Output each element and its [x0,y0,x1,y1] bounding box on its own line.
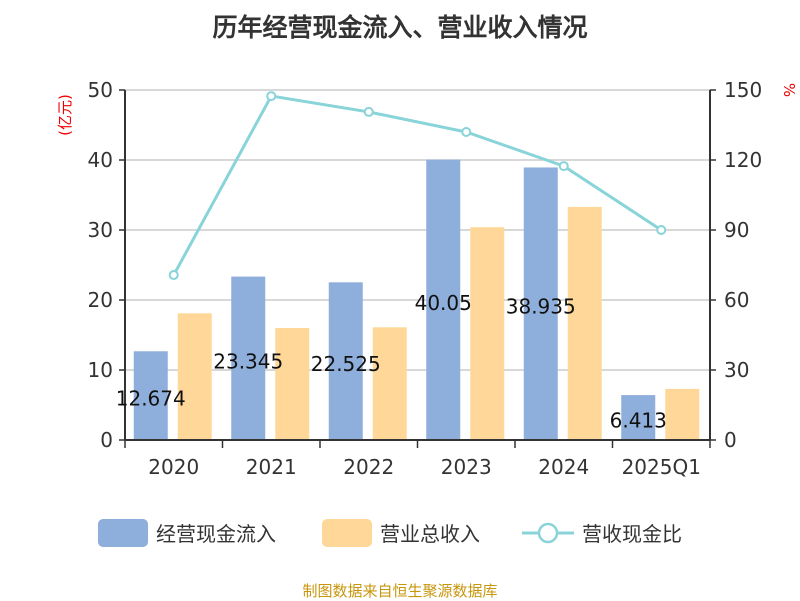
ratio-point [461,127,472,137]
ratio-line [172,94,663,276]
legend-label: 营业总收入 [380,522,480,546]
bar-data-label: 38.935 [506,295,576,319]
x-tick-label: 2023 [441,455,492,479]
right-axis-label: % [780,83,798,97]
left-tick-label: 40 [88,148,113,172]
bar-revenue [470,227,505,440]
bar-cash-inflow [426,159,461,440]
bar-data-label: 12.674 [116,387,186,411]
bar-cash-inflow [133,351,168,440]
ratio-point [656,225,667,235]
right-tick-label: 60 [724,288,749,312]
x-tick-label: 2022 [343,455,394,479]
bar-cash-inflow [621,395,656,440]
bar-revenue [567,206,602,440]
left-tick-label: 10 [88,358,113,382]
right-tick-label: 150 [724,78,762,102]
bar-revenue [372,327,407,440]
left-tick-label: 30 [88,218,113,242]
bar-revenue [275,328,310,440]
legend-swatch-orange [322,518,372,547]
right-tick-label: 120 [724,148,762,172]
x-tick-label: 2025Q1 [622,455,701,479]
right-tick-label: 90 [724,218,749,242]
source-note: 制图数据来自恒生聚源数据库 [302,582,498,600]
left-axis-label: (亿元) [56,94,74,136]
legend-line-icon [522,522,574,543]
ratio-point [363,106,374,117]
chart-title: 历年经营现金流入、营业收入情况 [212,13,588,42]
right-tick-label: 30 [724,358,749,382]
legend-label: 经营现金流入 [156,522,276,546]
bar-cash-inflow [328,282,363,440]
bar-data-label: 22.525 [311,352,381,376]
legend-swatch-blue [98,518,148,547]
legend-item-ratio[interactable]: 营收现金比 [522,518,682,547]
ratio-point [168,270,179,281]
bar-data-label: 40.05 [415,291,472,315]
x-tick-label: 2021 [246,455,297,479]
ratio-point [266,91,277,102]
left-tick-label: 20 [88,288,113,312]
bar-data-label: 23.345 [213,349,283,373]
legend-label: 营收现金比 [582,522,682,546]
right-tick-label: 0 [724,428,737,452]
legend-item-cash-inflow[interactable]: 经营现金流入 [98,518,276,547]
ratio-point [558,161,569,172]
left-tick-label: 50 [88,78,113,102]
x-tick-label: 2024 [538,455,589,479]
bar-data-label: 6.413 [610,409,667,433]
x-tick-label: 2020 [148,455,199,479]
left-tick-label: 0 [100,428,113,452]
bar-revenue [177,313,212,440]
bar-revenue [665,388,700,440]
legend-item-revenue[interactable]: 营业总收入 [322,518,480,547]
bar-cash-inflow [523,167,558,440]
bar-cash-inflow [231,276,266,440]
